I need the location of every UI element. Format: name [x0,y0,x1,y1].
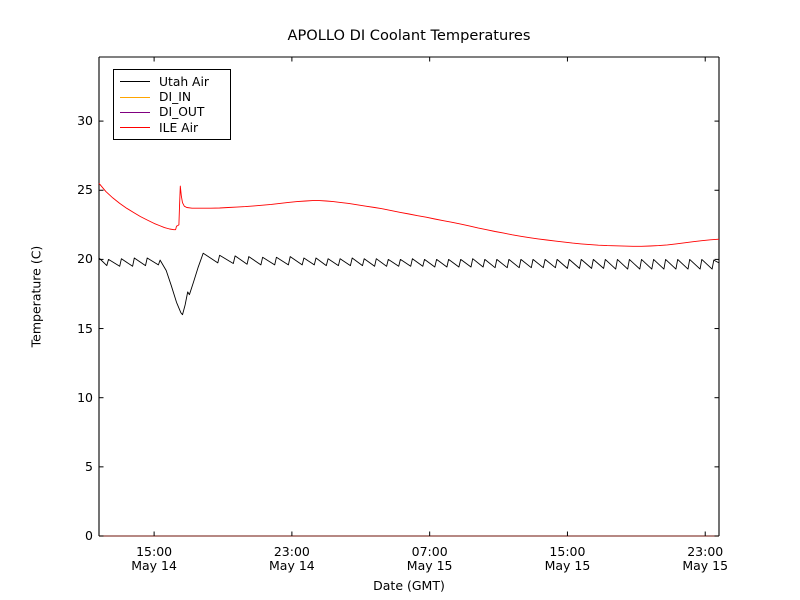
series-line-ile-air [98,183,720,247]
y-tick-label: 25 [77,182,93,198]
legend-entry-di-in: DI_IN [120,89,224,104]
legend-label: ILE Air [159,120,199,135]
series-line-utah-air [98,252,720,316]
x-tick-label: 23:00 May 15 [682,544,729,573]
legend-line-sample [120,111,150,113]
legend-line-sample [120,127,150,129]
x-tick-label: 07:00 May 15 [406,544,453,573]
y-tick-label: 30 [77,113,93,129]
legend-line-sample [120,81,150,83]
chart-title: APOLLO DI Coolant Temperatures [287,27,531,44]
legend-entry-di-out: DI_OUT [120,105,224,120]
legend-entry-ile-air: ILE Air [120,120,224,135]
y-axis-label: Temperature (C) [28,245,44,348]
legend-line-sample [120,96,150,98]
legend-label: DI_IN [159,90,192,105]
x-tick-label: 15:00 May 14 [131,544,177,573]
legend-label: DI_OUT [159,105,205,120]
x-tick-label: 23:00 May 14 [269,544,315,573]
y-tick-label: 0 [85,528,93,543]
y-tick-label: 20 [77,251,93,267]
legend-entry-utah-air: Utah Air [120,74,224,89]
x-tick-label: 15:00 May 15 [544,544,591,573]
y-tick-label: 10 [77,389,93,405]
y-tick-label: 15 [77,320,93,336]
y-tick-label: 5 [85,458,93,474]
x-axis-label: Date (GMT) [373,578,445,593]
legend: Utah Air DI_IN DI_OUT ILE Air [113,69,231,140]
legend-label: Utah Air [159,74,209,89]
